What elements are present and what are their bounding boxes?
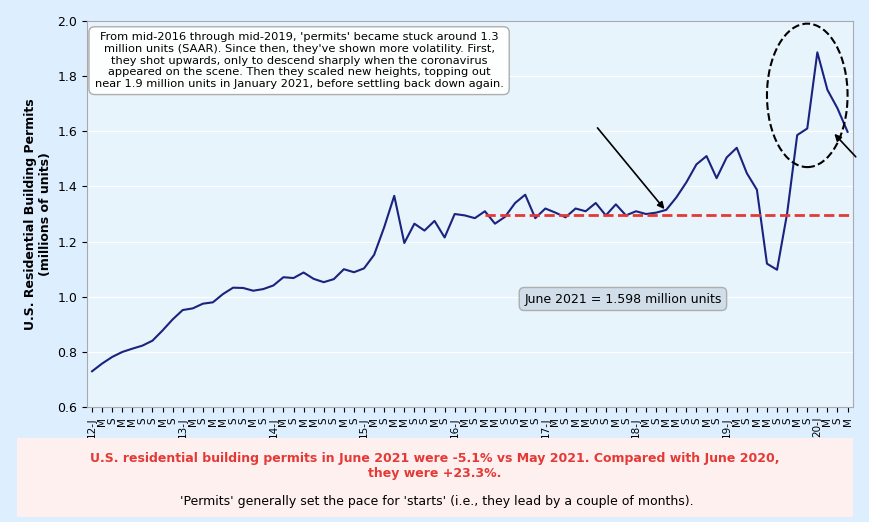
X-axis label: Year and month: Year and month — [408, 443, 531, 457]
FancyBboxPatch shape — [1, 437, 868, 518]
Text: June 2021 = 1.598 million units: June 2021 = 1.598 million units — [524, 292, 720, 305]
Y-axis label: U.S. Residential Building Permits
(millions of units): U.S. Residential Building Permits (milli… — [23, 98, 51, 330]
Text: U.S. residential building permits in June 2021 were -5.1% vs May 2021. Compared : U.S. residential building permits in Jun… — [90, 452, 779, 480]
Text: From mid-2016 through mid-2019, 'permits' became stuck around 1.3
million units : From mid-2016 through mid-2019, 'permits… — [95, 32, 503, 89]
Text: 'Permits' generally set the pace for 'starts' (i.e., they lead by a couple of mo: 'Permits' generally set the pace for 'st… — [176, 495, 693, 507]
